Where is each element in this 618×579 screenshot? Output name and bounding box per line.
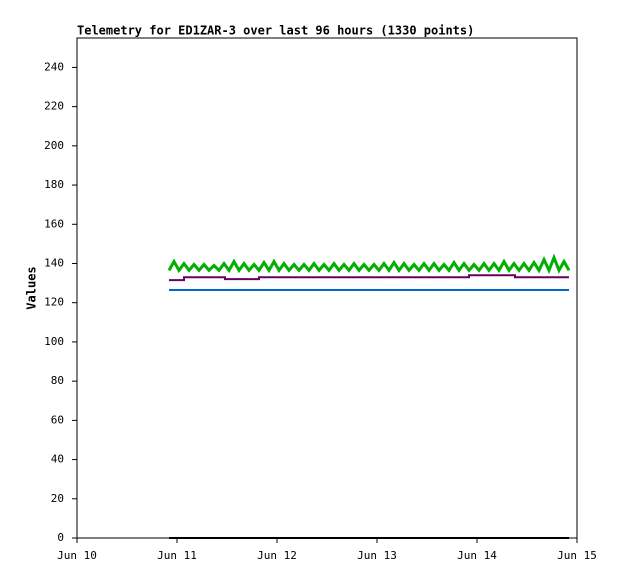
x-tick-label: Jun 13 <box>357 549 397 562</box>
y-tick-label: 80 <box>51 374 64 387</box>
chart-title: Telemetry for ED1ZAR-3 over last 96 hour… <box>77 24 474 38</box>
series-line <box>167 253 571 275</box>
y-tick-label: 200 <box>44 139 64 152</box>
x-tick-label: Jun 12 <box>257 549 297 562</box>
y-tick-label: 180 <box>44 178 64 191</box>
x-tick-label: Jun 10 <box>57 549 97 562</box>
y-tick-label: 140 <box>44 256 64 269</box>
y-tick-label: 60 <box>51 413 64 426</box>
y-tick-label: 160 <box>44 217 64 230</box>
x-tick-label: Jun 14 <box>457 549 497 562</box>
y-tick-label: 240 <box>44 60 64 73</box>
series-line <box>169 274 569 282</box>
y-tick-label: 220 <box>44 100 64 113</box>
x-tick-label: Jun 15 <box>557 549 597 562</box>
y-tick-label: 0 <box>57 531 64 544</box>
y-tick-label: 40 <box>51 453 64 466</box>
y-axis-label: Values <box>25 266 39 309</box>
y-tick-label: 20 <box>51 492 64 505</box>
x-tick-label: Jun 11 <box>157 549 197 562</box>
y-tick-label: 100 <box>44 335 64 348</box>
y-tick-label: 120 <box>44 296 64 309</box>
